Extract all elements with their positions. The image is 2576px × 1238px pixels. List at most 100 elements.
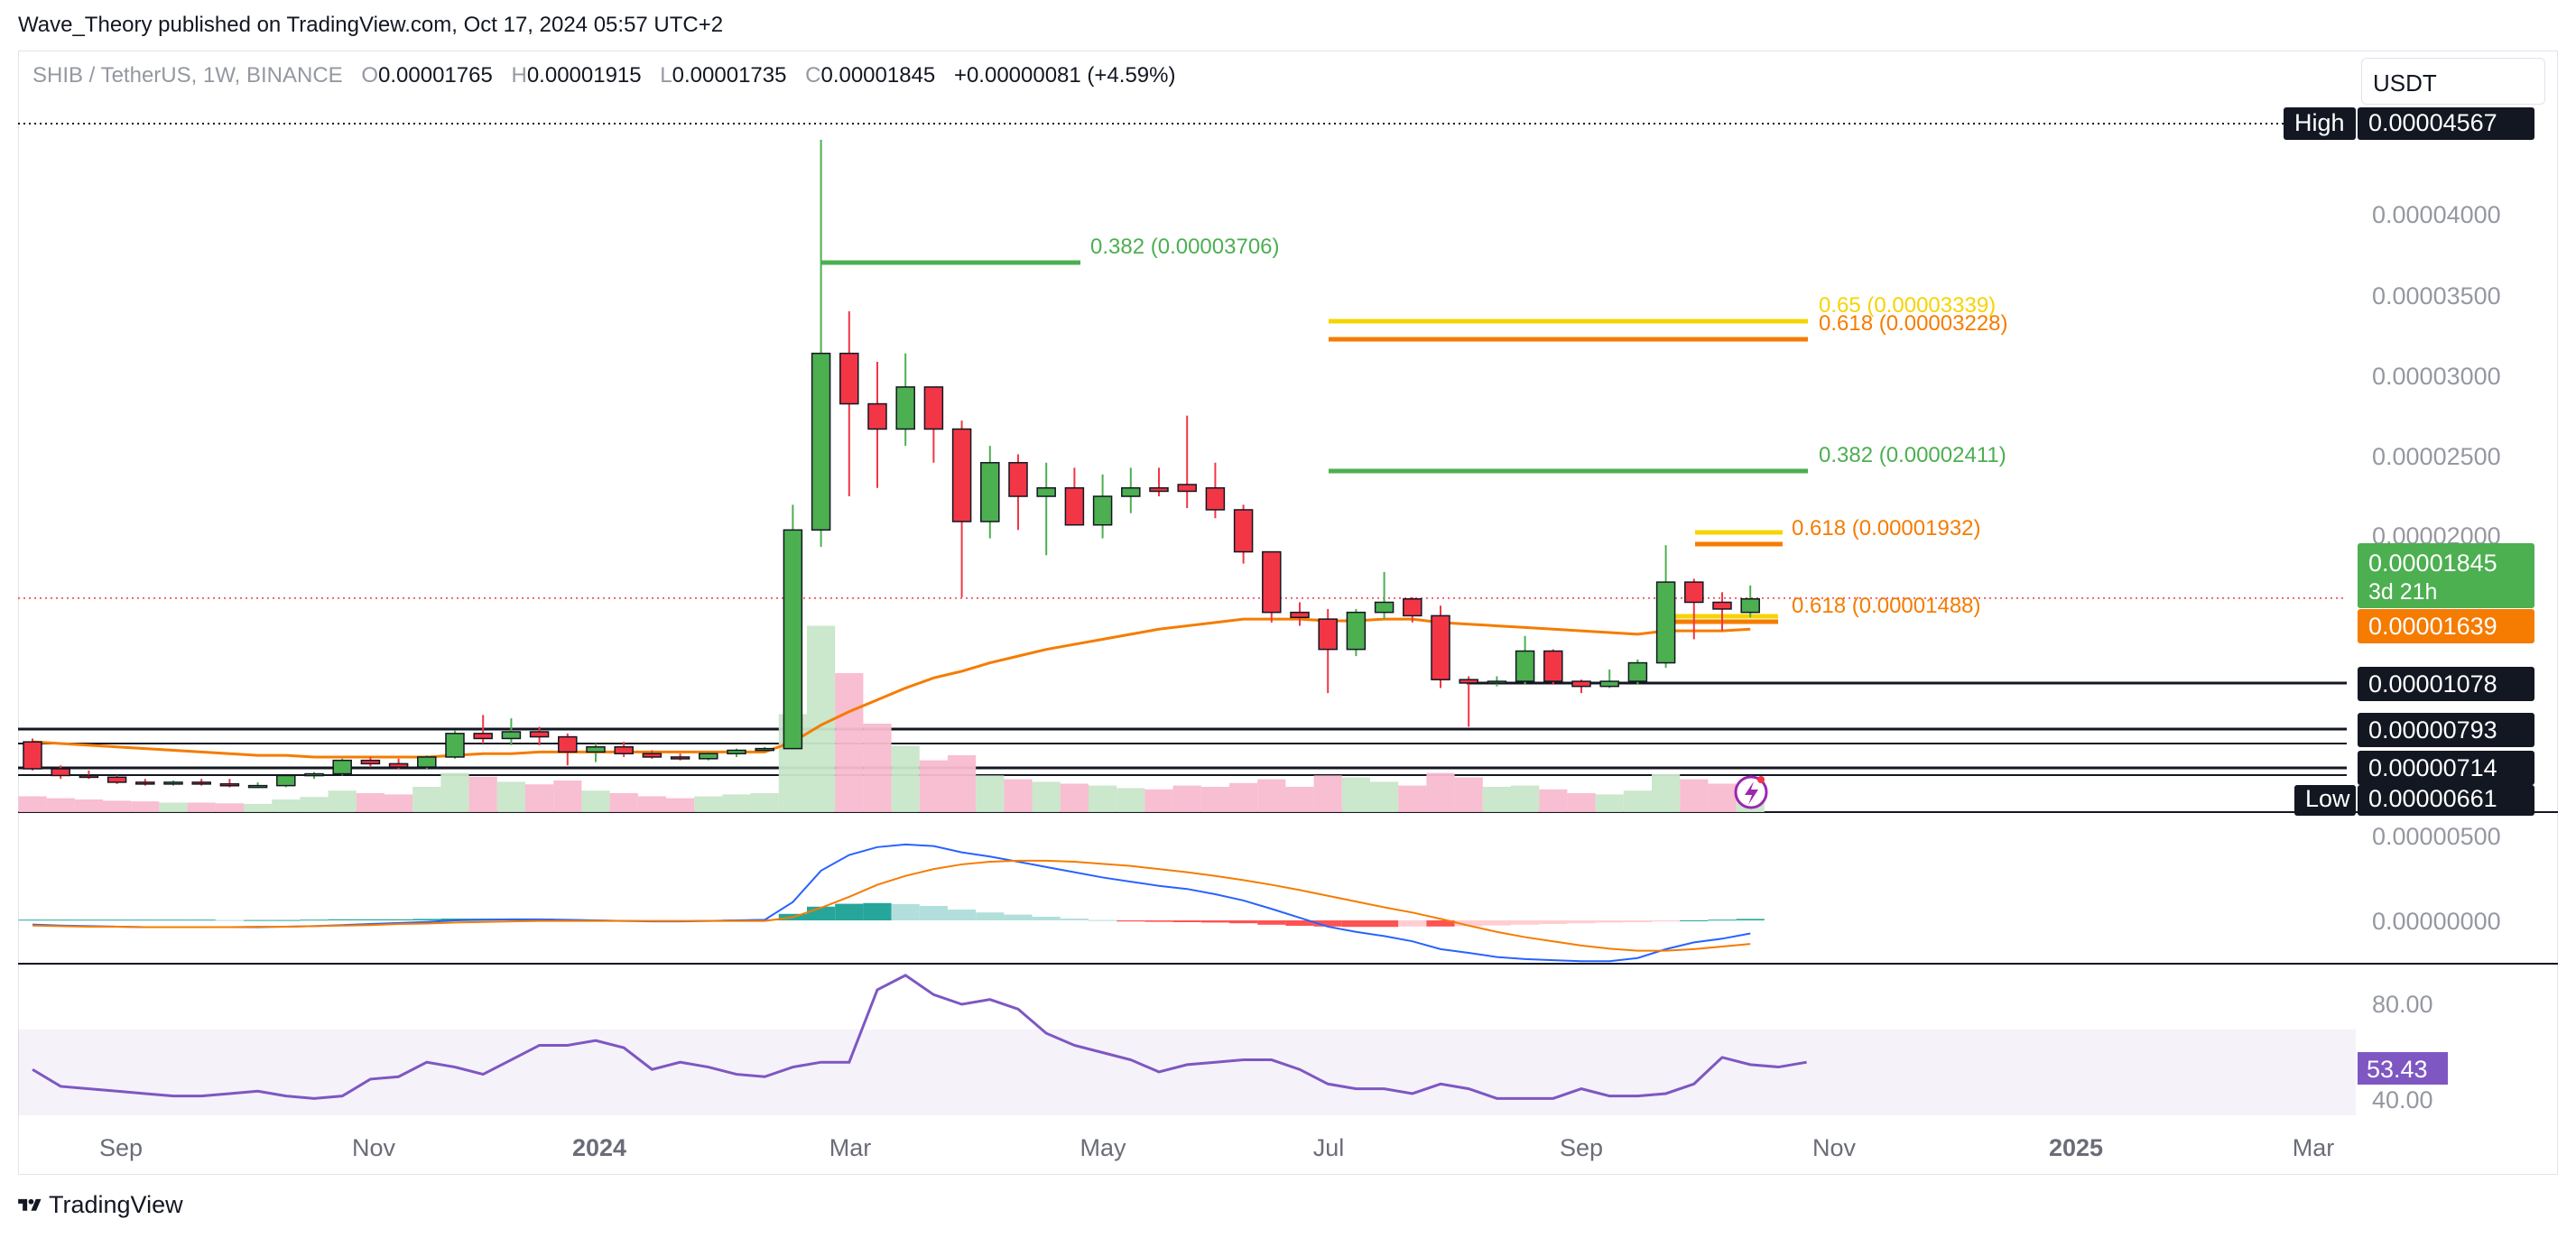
volume-bar <box>1595 794 1624 812</box>
volume-bar <box>1398 785 1427 812</box>
volume-bar <box>1032 781 1061 812</box>
macd-signal-line <box>32 859 1751 952</box>
candle <box>1092 474 1113 539</box>
x-tick-label: Mar <box>2293 1134 2335 1161</box>
high-value-tag: 0.00004567 <box>2368 109 2497 136</box>
candle-body <box>1149 486 1169 493</box>
candle-body <box>783 529 803 750</box>
rsi-value-tag <box>2358 1052 2448 1085</box>
macd-histogram-bar <box>948 910 977 920</box>
volume-bar <box>1426 772 1455 812</box>
candle-body <box>1599 680 1619 688</box>
candle-body <box>1627 661 1648 682</box>
candle <box>1459 676 1478 727</box>
candle-body <box>1064 486 1085 526</box>
candle <box>276 774 296 788</box>
macd-histogram-bar <box>1144 920 1173 922</box>
volume-bar <box>412 787 441 812</box>
candle-body <box>23 741 42 770</box>
candle <box>1064 467 1085 526</box>
macd-histogram-bar <box>1172 920 1201 922</box>
candle <box>219 779 240 788</box>
last-price-tag-bg <box>2358 543 2534 608</box>
candle-body <box>135 781 155 785</box>
macd-histogram-bar <box>1482 920 1511 926</box>
fib-level-label: 0.618 (0.00001932) <box>1792 516 1981 540</box>
macd-line <box>32 843 1751 963</box>
x-tick-label: Nov <box>352 1134 396 1161</box>
candle-body <box>586 746 606 753</box>
macd-histogram-bar <box>1257 920 1286 925</box>
x-tick-label: Jul <box>1313 1134 1345 1161</box>
macd-histogram-bar <box>1426 920 1455 927</box>
volume-bar <box>103 800 132 812</box>
volume-bar <box>1341 777 1370 812</box>
candle-body <box>1459 679 1478 684</box>
candle-body <box>332 759 352 775</box>
candle-body <box>529 731 550 738</box>
macd-histogram-bar <box>1341 920 1370 928</box>
candle-body <box>1374 601 1395 614</box>
candle-body <box>360 759 381 765</box>
candle-body <box>247 784 268 789</box>
candle-body <box>163 781 183 785</box>
low-value-tag: 0.00000661 <box>2368 785 2497 812</box>
ema-value-tag: 0.00001639 <box>2368 613 2497 640</box>
symbol-label[interactable]: SHIB / TetherUS, 1W, BINANCE <box>32 63 343 88</box>
rsi-line <box>32 974 1807 1100</box>
candle-body <box>727 749 746 754</box>
volume-bar <box>1708 783 1737 812</box>
macd-histogram-bar <box>919 906 948 920</box>
candle <box>473 715 493 744</box>
macd-histogram-bar <box>1229 920 1258 924</box>
volume-bar <box>1539 789 1568 812</box>
candle <box>23 738 42 771</box>
candle-body <box>445 733 465 758</box>
macd-histogram-bar <box>74 919 103 921</box>
candle-body <box>923 386 944 430</box>
x-tick-label: Mar <box>829 1134 872 1161</box>
footer-brand[interactable]: TradingView <box>18 1191 183 1219</box>
candle-body <box>79 774 99 779</box>
macd-histogram-bar <box>1398 920 1427 927</box>
level-value-tag-bg <box>2358 713 2534 747</box>
candle-body <box>219 783 240 787</box>
candle <box>163 781 183 786</box>
macd-histogram-bar <box>1539 920 1568 924</box>
volume-bar <box>272 799 301 812</box>
volume-bar <box>750 793 779 812</box>
candle <box>699 752 718 761</box>
low-label-bg <box>2294 785 2356 816</box>
level-value-tag-bg <box>2358 751 2534 785</box>
currency-selector[interactable]: USDT <box>2361 58 2545 105</box>
volume-bar <box>46 798 75 812</box>
candle <box>586 744 606 762</box>
candle-body <box>1403 597 1422 617</box>
candle <box>1205 462 1226 519</box>
candle <box>445 730 465 759</box>
volume-bar <box>468 776 497 812</box>
candle-body <box>895 386 915 430</box>
chart-frame <box>18 51 2558 1175</box>
candle-body <box>417 756 437 768</box>
candle-body <box>1008 462 1028 497</box>
candle <box>783 504 803 750</box>
fib-level-label: 0.382 (0.00003706) <box>1090 235 1280 259</box>
level-value-tag: 0.00001078 <box>2368 670 2497 698</box>
candle <box>1036 462 1056 556</box>
x-tick-label: Nov <box>1812 1134 1857 1161</box>
candle-body <box>1487 680 1507 684</box>
candle <box>1599 670 1619 688</box>
candle-body <box>304 772 324 777</box>
candle-body <box>1431 614 1450 680</box>
volume-bar <box>300 797 329 812</box>
macd-histogram-bar <box>244 919 273 921</box>
volume-bar <box>1370 781 1399 812</box>
x-tick-label: Sep <box>1560 1134 1603 1161</box>
volume-bar <box>1200 787 1229 812</box>
volume-bar <box>1172 785 1201 812</box>
candle-body <box>1290 611 1310 618</box>
volume-bar <box>666 798 695 812</box>
macd-histogram-bar <box>891 904 920 920</box>
